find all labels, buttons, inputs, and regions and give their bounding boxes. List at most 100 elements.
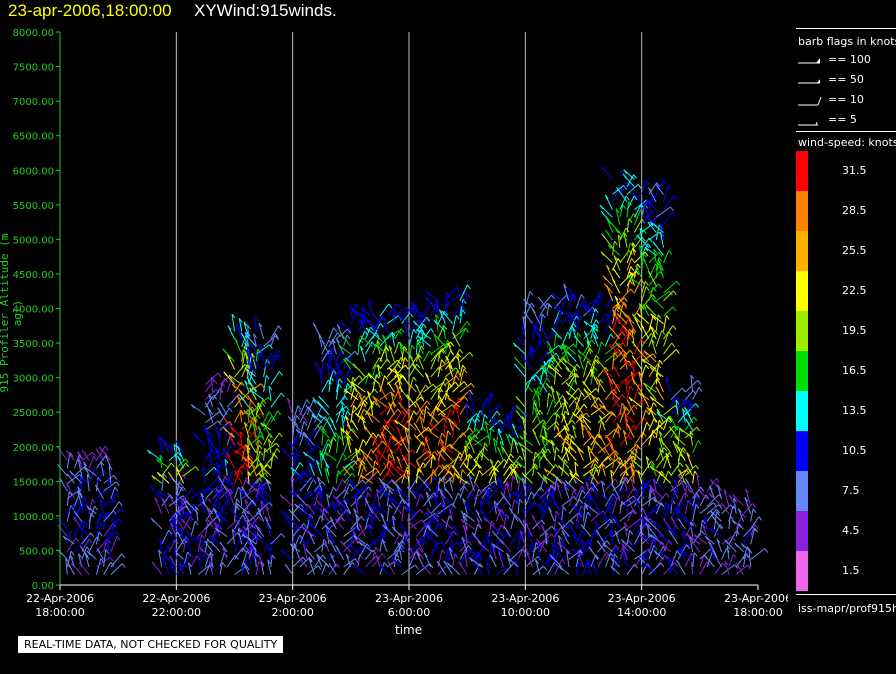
wind-barb-flag: [530, 491, 535, 497]
wind-barb: [390, 497, 403, 507]
wind-barb-flag: [260, 500, 265, 506]
wind-barb: [723, 489, 730, 507]
wind-barb: [430, 388, 439, 400]
wind-barb: [379, 444, 388, 461]
wind-barb: [512, 342, 526, 355]
wind-barb-flag: [628, 218, 633, 223]
wind-barb-flag: [436, 353, 441, 359]
wind-barb-flag: [219, 541, 224, 547]
wind-barb: [205, 466, 215, 477]
wind-barb: [455, 474, 468, 484]
wind-barb-flag: [477, 541, 482, 546]
wind-barb: [524, 302, 532, 317]
wind-barb-flag: [198, 497, 203, 503]
wind-barb: [168, 534, 181, 545]
wind-barb-flag: [703, 554, 708, 560]
wind-barb-flag: [290, 519, 295, 525]
wind-barb: [583, 331, 592, 347]
wind-barb: [619, 471, 627, 484]
wind-barb-flag: [577, 349, 582, 355]
wind-barb: [587, 539, 592, 552]
wind-barb-flag: [359, 313, 364, 319]
wind-barb: [292, 556, 304, 568]
wind-barb-flag: [428, 350, 433, 356]
wind-barb: [612, 425, 619, 439]
wind-barb-flag: [572, 548, 577, 553]
wind-barb: [750, 548, 766, 560]
wind-barb: [430, 417, 445, 431]
wind-barb: [163, 441, 177, 454]
wind-barb-flag: [633, 404, 638, 410]
wind-barb-flag: [644, 251, 649, 257]
wind-barb: [663, 325, 674, 340]
wind-barb-flag: [454, 381, 459, 387]
wind-barb: [426, 291, 439, 302]
wind-barb-flag: [645, 179, 650, 185]
wind-barb-flag: [509, 466, 513, 471]
wind-barb: [424, 437, 432, 454]
wind-barb-flag: [426, 291, 431, 297]
wind-barb-flag: [245, 480, 250, 485]
wind-barb: [270, 448, 278, 461]
wind-barb-flag: [745, 488, 750, 494]
wind-barb: [553, 413, 558, 431]
wind-barb-flag: [256, 457, 261, 463]
wind-barb-flag: [616, 187, 620, 192]
wind-barb-flag: [505, 514, 510, 519]
wind-barb-flag: [390, 392, 395, 398]
x-tick-label: 2:00:00: [271, 606, 313, 619]
wind-barb: [202, 466, 206, 484]
wind-barb: [242, 456, 257, 469]
wind-barb: [386, 436, 391, 454]
wind-barb: [524, 348, 532, 362]
wind-barb: [706, 478, 717, 492]
wind-barb-flag: [569, 523, 573, 529]
wind-barb-flag: [302, 508, 307, 514]
wind-barb: [248, 462, 261, 477]
wind-barb: [524, 491, 532, 507]
wind-barb-flag: [242, 526, 247, 531]
wind-barb-flag: [288, 508, 293, 514]
wind-barb-flag: [425, 435, 430, 441]
wind-barb-flag: [267, 464, 272, 470]
y-tick-label: 0.00: [32, 581, 54, 592]
wind-barb-flag: [703, 515, 708, 521]
wind-barb: [546, 353, 557, 363]
wind-barb: [621, 543, 628, 560]
wind-barb-flag: [628, 499, 633, 505]
wind-barb-flag: [695, 464, 699, 470]
wind-barb: [343, 478, 350, 492]
wind-barb-flag: [545, 383, 550, 388]
wind-barb-flag: [284, 514, 289, 520]
wind-barb-flag: [462, 432, 467, 437]
wind-barb-flag: [559, 479, 564, 484]
wind-barb-flag: [320, 453, 325, 458]
wind-barb: [234, 470, 241, 484]
wind-barb: [425, 511, 432, 530]
wind-barb-flag: [693, 552, 698, 557]
wind-barb-flag: [418, 547, 423, 553]
wind-barb: [524, 485, 530, 499]
wind-barb-flag: [652, 498, 657, 503]
wind-barb-flag: [385, 424, 390, 430]
wind-barb: [543, 474, 555, 484]
wind-barb-flag: [221, 382, 226, 387]
wind-barb-flag: [602, 369, 607, 374]
wind-barb: [293, 470, 308, 484]
wind-barb-flag: [651, 433, 656, 439]
wind-barb: [408, 519, 423, 530]
wind-barb-flag: [455, 405, 460, 411]
wind-barb: [74, 466, 85, 477]
wind-barb: [469, 557, 483, 568]
wind-barb: [616, 423, 621, 438]
wind-barb-flag: [602, 275, 607, 281]
wind-barb: [239, 410, 243, 423]
wind-barb: [676, 506, 679, 522]
wind-barb: [67, 473, 80, 484]
wind-barb-flag: [476, 417, 481, 423]
speed-scale-title: wind-speed: knots: [798, 136, 896, 149]
wind-barb-flag: [284, 564, 289, 569]
wind-barb-flag: [549, 554, 554, 560]
wind-barb: [598, 403, 613, 416]
wind-barb-flag: [346, 334, 351, 340]
